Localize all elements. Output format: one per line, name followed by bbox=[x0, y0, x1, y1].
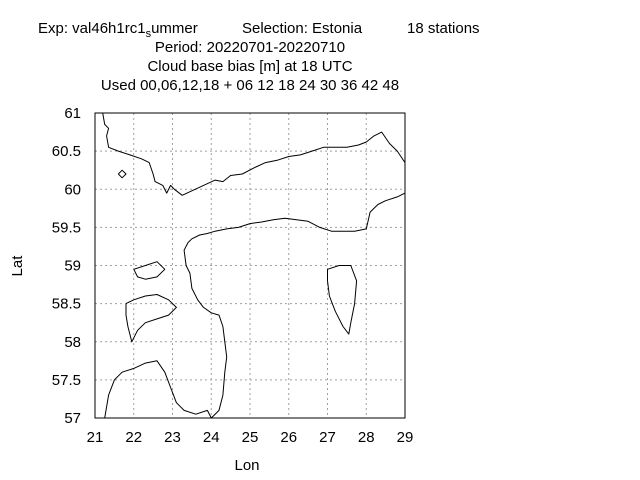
title-stations: 18 stations bbox=[407, 20, 480, 37]
lake-peipus bbox=[327, 265, 358, 335]
estonia-north-coast bbox=[187, 192, 406, 243]
x-tick-label: 22 bbox=[125, 429, 142, 446]
x-tick-label: 28 bbox=[358, 429, 375, 446]
title-used: Used 00,06,12,18 + 06 12 18 24 30 36 42 … bbox=[101, 77, 399, 94]
y-tick-label: 59 bbox=[64, 258, 81, 275]
x-tick-label: 25 bbox=[242, 429, 259, 446]
y-tick-label: 59.5 bbox=[52, 219, 81, 236]
x-tick-label: 26 bbox=[280, 429, 297, 446]
finland-coast bbox=[102, 112, 406, 196]
x-tick-label: 29 bbox=[397, 429, 414, 446]
x-tick-label: 23 bbox=[164, 429, 181, 446]
saaremaa-island bbox=[125, 294, 177, 343]
title-parameter: Cloud base bias [m] at 18 UTC bbox=[147, 58, 352, 75]
latvia-coast bbox=[104, 360, 212, 419]
y-tick-label: 61 bbox=[64, 105, 81, 122]
x-axis-label: Lon bbox=[234, 457, 259, 474]
x-tick-labels: 21 22 23 24 25 26 27 28 29 bbox=[87, 429, 414, 446]
x-tick-label: 24 bbox=[203, 429, 220, 446]
y-axis-label: Lat bbox=[9, 255, 26, 277]
title-selection: Selection: Estonia bbox=[242, 20, 363, 37]
y-tick-label: 57 bbox=[64, 410, 81, 427]
estonia-west-coast bbox=[183, 242, 228, 419]
y-tick-label: 60.5 bbox=[52, 143, 81, 160]
coastlines bbox=[102, 112, 406, 419]
x-tick-label: 27 bbox=[319, 429, 336, 446]
plot-frame bbox=[94, 112, 406, 419]
y-tick-label: 58 bbox=[64, 334, 81, 351]
aland-islet bbox=[117, 169, 127, 179]
x-tick-label: 21 bbox=[87, 429, 104, 446]
hiiumaa-island bbox=[133, 261, 166, 280]
y-tick-label: 60 bbox=[64, 181, 81, 198]
title-experiment: Exp: val46h1rc1summer bbox=[38, 20, 198, 40]
y-tick-label: 58.5 bbox=[52, 296, 81, 313]
title-period: Period: 20220701-20220710 bbox=[155, 39, 345, 56]
y-tick-labels: 57 57.5 58 58.5 59 59.5 60 60.5 61 bbox=[52, 105, 81, 427]
y-tick-label: 57.5 bbox=[52, 372, 81, 389]
